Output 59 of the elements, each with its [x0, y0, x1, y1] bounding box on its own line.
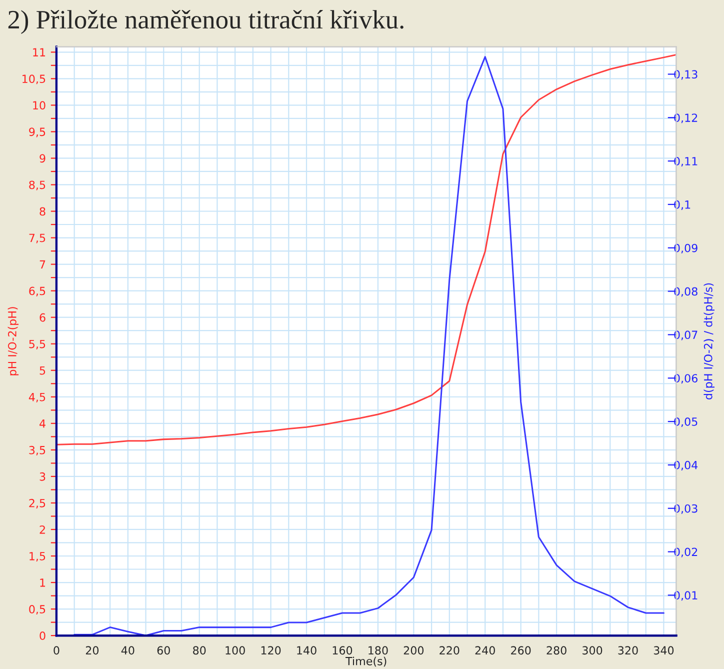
x-tick-label: 260: [511, 646, 531, 655]
y-tick-label: 8,5: [29, 180, 46, 190]
y-tick-label: 10: [33, 101, 46, 110]
y2-tick-label: 0,07: [674, 330, 698, 340]
y2-tick-label: 0,04: [674, 460, 698, 470]
y-tick-label: 10,5: [22, 74, 46, 84]
x-tick-label: 180: [368, 646, 388, 655]
y2-axis-title: d(pH I/O-2) / dt(pH/s): [704, 283, 714, 400]
y-tick-label: 2,5: [29, 498, 46, 508]
y-tick-label: 11: [33, 48, 46, 56]
x-tick-label: 160: [332, 646, 352, 655]
y2-tick-label: 0,06: [674, 374, 698, 384]
chart-title: 2) Přiložte naměřenou titrační křivku.: [8, 10, 404, 34]
y-tick-label: 2: [40, 525, 45, 534]
x-tick-label: 0: [54, 646, 60, 655]
y-tick-label: 6: [40, 313, 46, 322]
x-tick-label: 340: [654, 646, 674, 655]
x-tick-label: 140: [297, 646, 316, 655]
y-tick-label: 0,5: [29, 605, 46, 615]
y-tick-label: 4: [40, 420, 46, 428]
y-tick-label: 1: [40, 578, 46, 587]
y2-tick-label: 0,09: [674, 244, 698, 254]
y2-tick-label: 0,12: [674, 114, 698, 124]
x-axis-title: Time(s): [345, 656, 386, 667]
y-tick-label: 1,5: [30, 552, 46, 562]
y-tick-label: 5: [40, 366, 46, 375]
y-tick-label: 7,5: [29, 234, 46, 244]
y-tick-label: 6,5: [29, 286, 46, 296]
x-tick-label: 60: [157, 646, 170, 655]
y2-tick-label: 0,05: [674, 417, 698, 428]
x-tick-label: 120: [261, 646, 281, 655]
x-tick-label: 200: [404, 646, 424, 655]
y-tick-label: 9: [40, 154, 46, 163]
y2-tick-label: 0,01: [674, 591, 698, 601]
y2-tick-label: 0,11: [674, 156, 698, 167]
y-tick-label: 5,5: [29, 340, 46, 350]
y-tick-label: 7: [40, 260, 46, 269]
y2-tick-label: 0,1: [674, 200, 690, 210]
y-axis-title: pH I/O-2(pH): [8, 307, 19, 376]
y2-tick-label: 0,13: [674, 70, 698, 80]
x-tick-label: 40: [121, 646, 134, 655]
x-tick-label: 20: [86, 646, 99, 655]
x-tick-label: 220: [440, 646, 460, 655]
y2-tick-label: 0,08: [674, 287, 698, 297]
y-tick-label: 8: [40, 207, 46, 216]
y-tick-label: 0: [40, 632, 46, 640]
x-tick-label: 280: [546, 646, 566, 655]
x-tick-label: 80: [193, 646, 206, 655]
y2-tick-label: 0,02: [674, 548, 698, 558]
y-tick-label: 4,5: [28, 393, 46, 402]
x-tick-label: 320: [618, 646, 638, 655]
x-tick-label: 100: [226, 646, 245, 655]
y-tick-label: 9,5: [29, 128, 46, 138]
line-series: [74, 56, 664, 636]
y2-tick-label: 0,03: [674, 504, 698, 514]
x-tick-label: 240: [475, 646, 495, 655]
y-tick-label: 3: [40, 472, 46, 481]
x-tick-label: 300: [582, 646, 602, 655]
y-tick-label: 3,5: [29, 446, 46, 456]
